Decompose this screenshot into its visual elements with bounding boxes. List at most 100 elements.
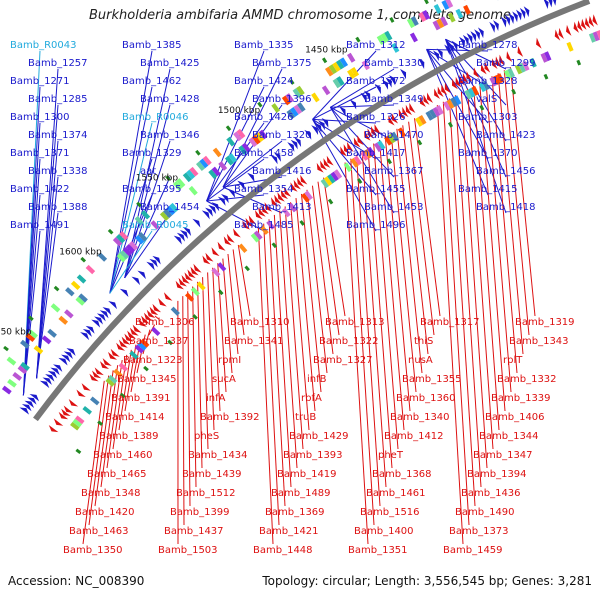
cog-block <box>540 52 548 63</box>
gene-label: Bamb_1399 <box>170 507 230 518</box>
kbp-tick-label: 1500 kbp <box>218 106 261 116</box>
minus-strand-gene <box>132 324 142 333</box>
plus-strand-gene <box>381 79 389 90</box>
minus-strand-gene <box>53 418 64 426</box>
minus-strand-gene <box>99 361 110 369</box>
plus-strand-gene <box>318 120 325 131</box>
gene-callout-line <box>408 121 435 336</box>
gene-label: Bamb_1434 <box>188 450 248 461</box>
cog-block <box>347 69 356 80</box>
gene-label: Bamb_1512 <box>176 488 236 499</box>
plus-strand-gene <box>131 276 141 286</box>
cog-block <box>450 97 458 108</box>
plus-strand-gene <box>96 313 106 322</box>
gene-callout-line <box>88 375 110 526</box>
gene-label: Bamb_1370 <box>458 148 518 159</box>
gene-label: Bamb_1490 <box>455 507 515 518</box>
cog-block <box>12 372 23 381</box>
rna-feature-mark <box>97 420 103 426</box>
gene-label: Bamb_1453 <box>364 202 424 213</box>
minus-strand-gene <box>63 405 74 413</box>
cog-block <box>128 240 139 251</box>
cog-block <box>325 66 334 77</box>
cog-block <box>196 281 206 291</box>
cog-block <box>384 30 393 41</box>
rna-feature-mark <box>543 73 549 80</box>
plus-strand-gene <box>470 31 477 42</box>
cog-block <box>346 52 356 63</box>
cog-block <box>170 306 180 316</box>
cog-block <box>361 60 370 71</box>
gene-label: nusA <box>408 355 433 366</box>
minus-strand-gene <box>293 179 301 190</box>
cog-block <box>17 365 28 375</box>
gene-label: Bamb_1454 <box>140 202 200 213</box>
gene-label: Bamb_1312 <box>346 40 406 51</box>
gene-label: Bamb_R0046 <box>122 112 188 123</box>
minus-strand-gene <box>175 280 184 290</box>
gene-label: Bamb_1503 <box>158 545 218 556</box>
plus-strand-gene <box>221 193 229 204</box>
minus-strand-gene <box>61 408 71 417</box>
gene-callout-line <box>485 79 512 393</box>
gene-label: Bamb_1394 <box>467 469 527 480</box>
plus-strand-gene <box>53 364 63 372</box>
cog-block <box>503 69 512 80</box>
gene-callout-line <box>109 122 153 294</box>
plus-strand-gene <box>119 288 129 298</box>
cog-block <box>134 234 145 245</box>
cog-block <box>376 35 385 46</box>
gene-label: Bamb_1322 <box>319 336 379 347</box>
minus-strand-gene <box>462 72 469 84</box>
rna-feature-mark <box>386 158 393 165</box>
cog-block <box>350 157 359 168</box>
plus-strand-gene <box>466 32 473 44</box>
cog-block <box>432 20 441 31</box>
plus-strand-gene <box>519 7 526 19</box>
minus-strand-gene <box>554 29 561 41</box>
gene-callout-line <box>295 198 316 412</box>
gene-label: Bamb_1392 <box>200 412 260 423</box>
cog-block <box>137 341 147 351</box>
gene-callout-line <box>124 140 171 279</box>
rna-feature-mark <box>167 339 174 346</box>
rna-feature-mark <box>192 314 198 320</box>
cog-block <box>266 220 276 230</box>
cog-block <box>387 133 396 144</box>
gene-label: Bamb_1347 <box>473 450 533 461</box>
map-title: Burkholderia ambifaria AMMD chromosome 1… <box>88 8 512 23</box>
cog-block <box>328 64 338 75</box>
minus-strand-gene <box>58 411 69 420</box>
gene-callout-line <box>206 86 265 202</box>
cog-block <box>202 155 212 166</box>
cog-block <box>367 146 376 157</box>
minus-strand-gene <box>451 78 458 90</box>
gene-label: Bamb_1326 <box>346 112 406 123</box>
plus-strand-gene <box>459 36 465 48</box>
minus-strand-gene <box>163 292 173 301</box>
gene-callout-line <box>466 88 494 450</box>
cog-block <box>6 356 17 366</box>
plus-strand-gene <box>237 180 245 190</box>
cog-block <box>335 59 345 70</box>
cog-block <box>116 253 127 263</box>
cog-block <box>320 178 330 189</box>
cog-block <box>478 82 487 93</box>
gene-tracks <box>1 0 600 455</box>
minus-strand-gene <box>280 189 288 200</box>
minus-strand-gene <box>434 88 441 99</box>
gene-callout-line <box>182 296 185 526</box>
cog-block <box>343 162 353 173</box>
plus-strand-gene <box>294 137 302 147</box>
plus-strand-gene <box>543 0 549 9</box>
minus-strand-gene <box>441 84 448 96</box>
minus-strand-gene <box>242 220 251 230</box>
minus-strand-gene <box>124 333 134 342</box>
minus-strand-gene <box>480 63 487 75</box>
gene-label: Bamb_R0045 <box>122 220 188 231</box>
gene-callout-line <box>206 158 265 202</box>
kbp-tick-label: 1650 kbp <box>0 327 32 337</box>
gene-callout-line <box>329 107 395 214</box>
minus-strand-gene <box>211 247 220 257</box>
cog-block <box>1 385 12 395</box>
